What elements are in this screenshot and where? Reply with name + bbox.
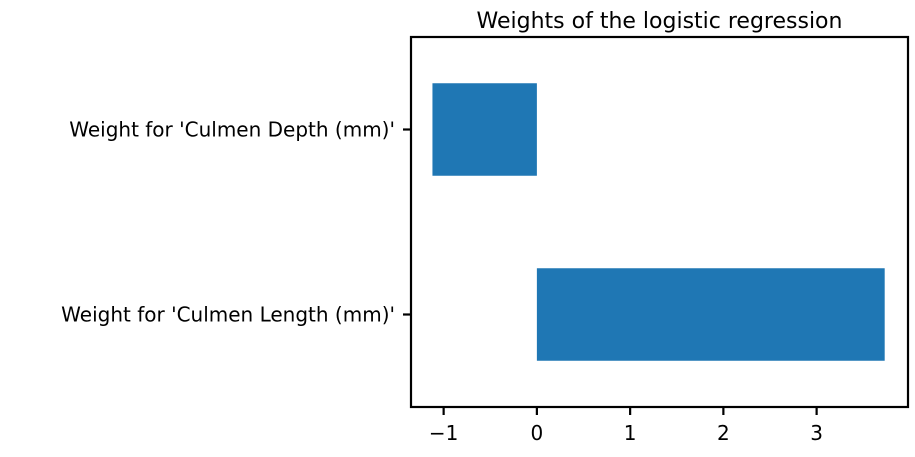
x-tick-label-0: −1: [429, 421, 458, 445]
axes-layer: Weight for 'Culmen Depth (mm)' Weight for…: [61, 118, 823, 446]
bar-1: [536, 268, 885, 361]
bars-layer: [432, 83, 885, 361]
x-tick-label-4: 3: [810, 421, 823, 445]
plot-frame: [409, 35, 910, 409]
x-tick-label-3: 2: [717, 421, 730, 445]
bar-0: [432, 83, 537, 176]
y-tick-label-1: Weight for 'Culmen Length (mm)': [61, 303, 395, 327]
chart-title: Weights of the logistic regression: [477, 9, 843, 34]
y-tick-label-0: Weight for 'Culmen Depth (mm)': [69, 118, 395, 142]
x-tick-label-2: 1: [624, 421, 637, 445]
x-tick-label-1: 0: [531, 421, 544, 445]
